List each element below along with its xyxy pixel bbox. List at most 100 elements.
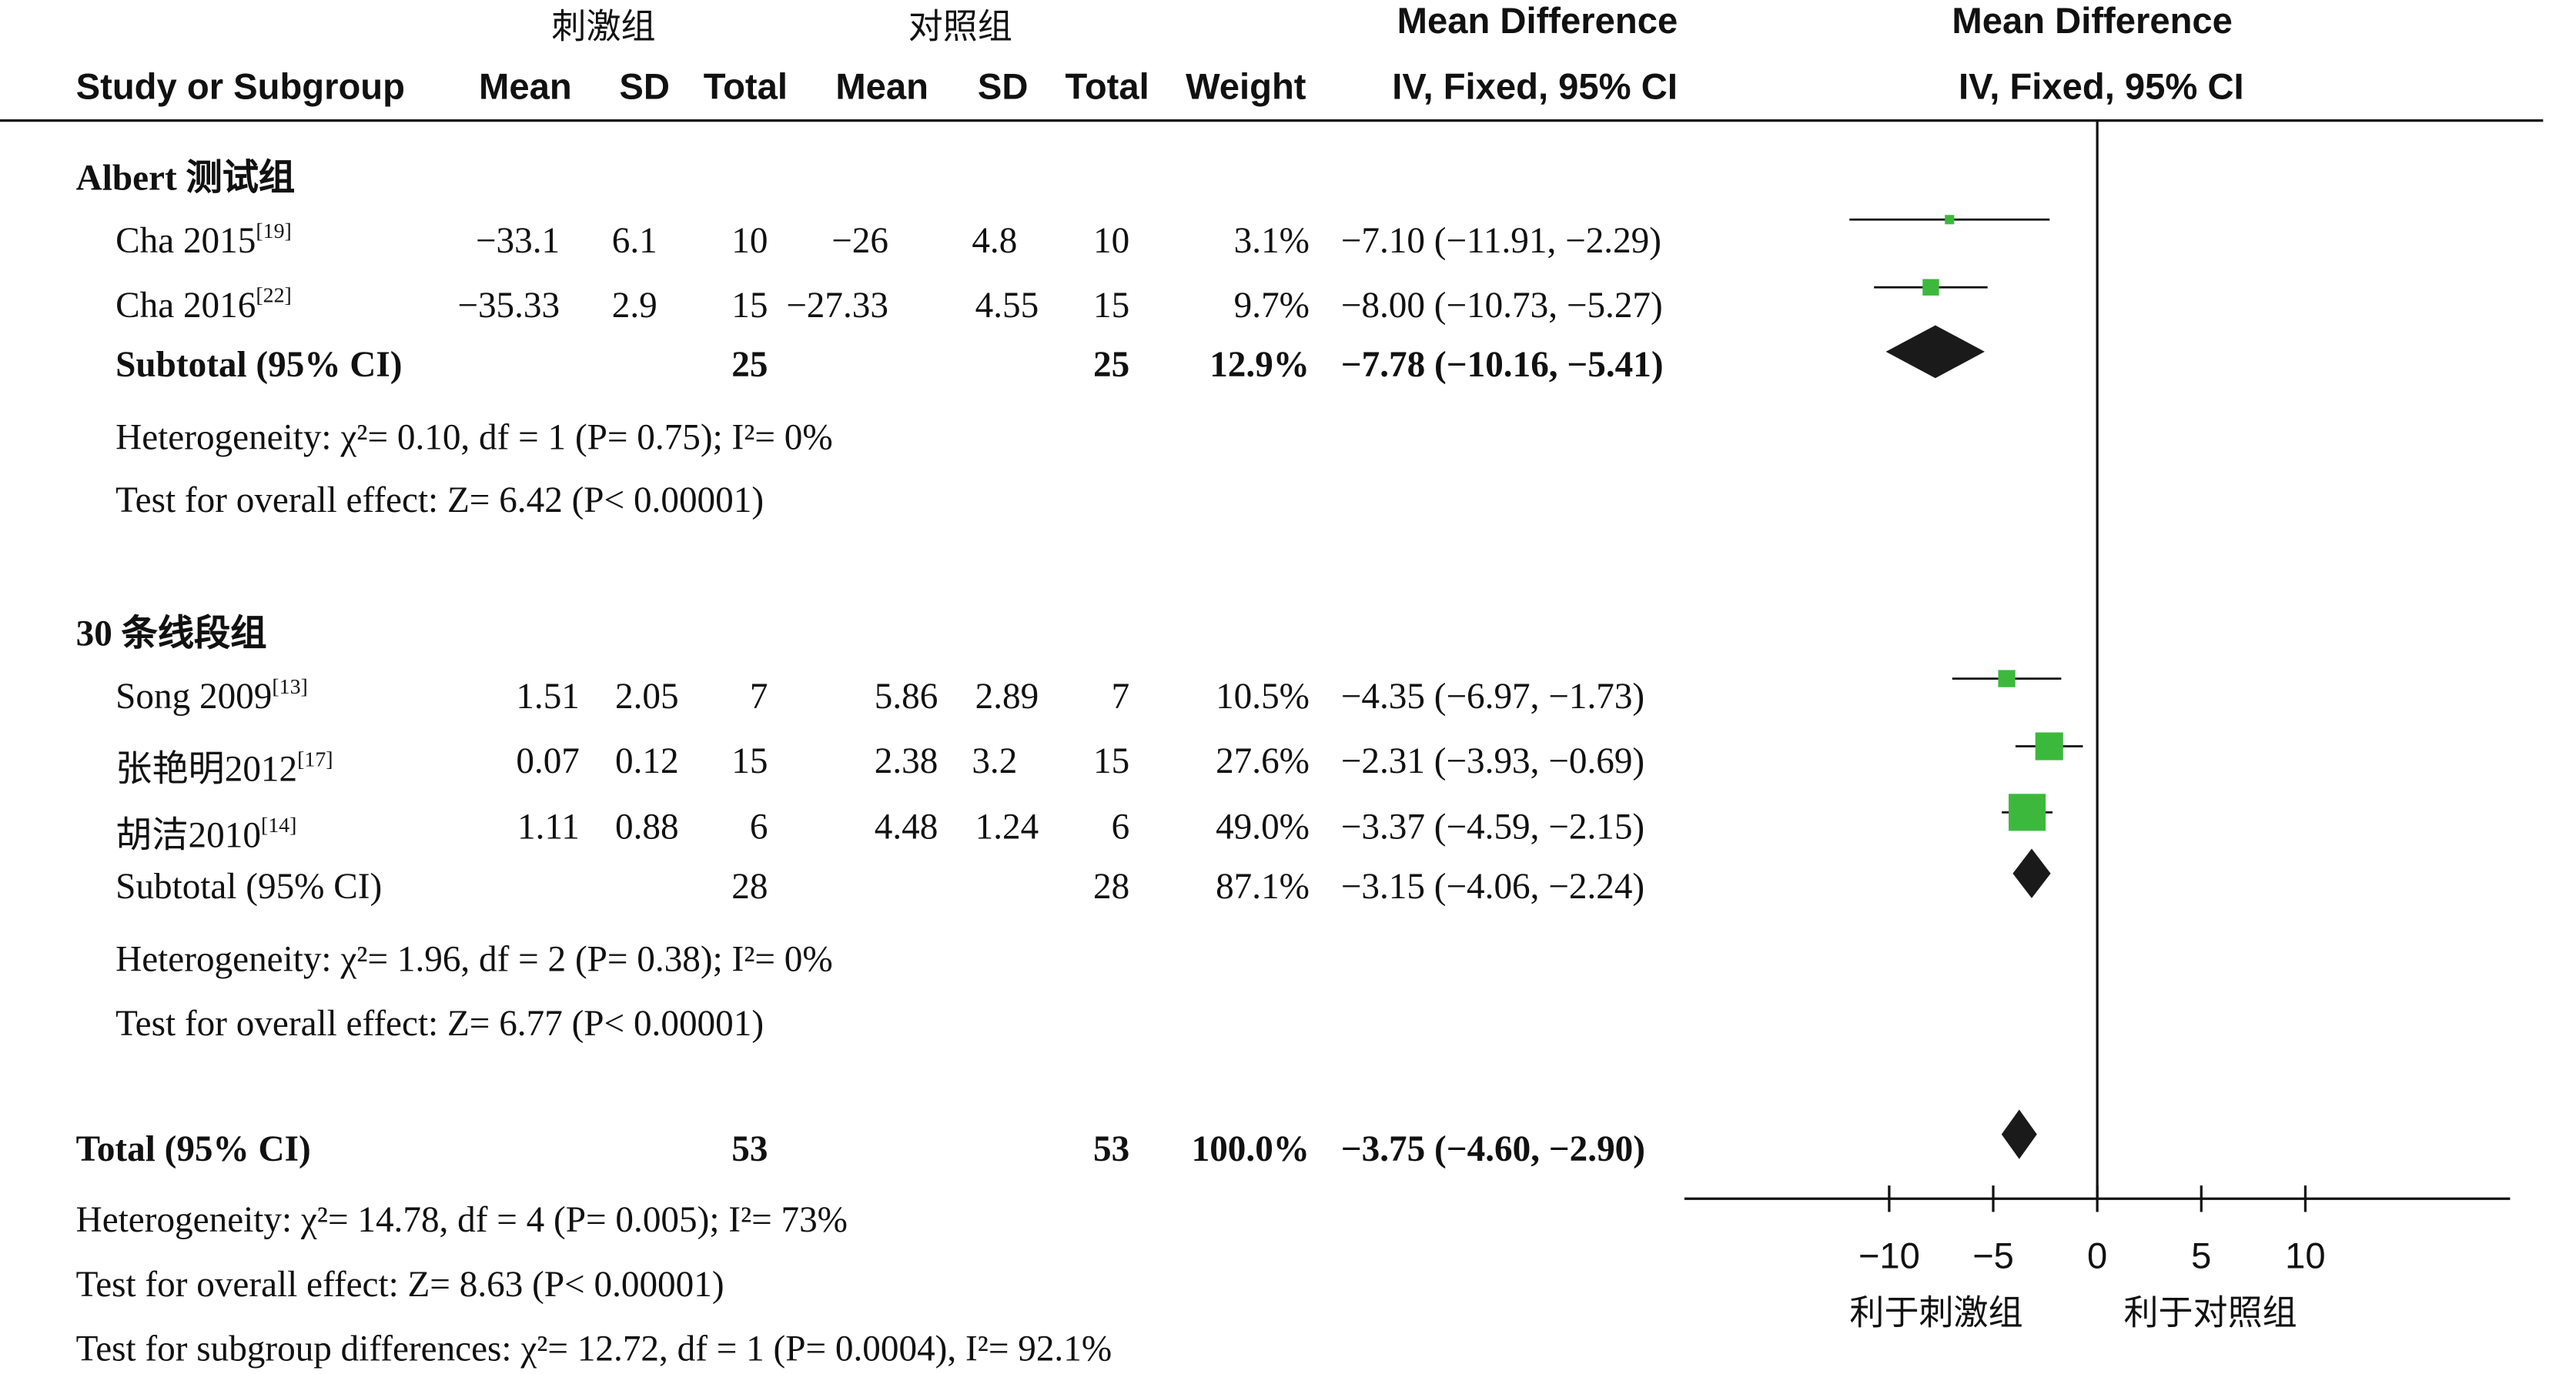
sd2-cell: 1.24 xyxy=(975,805,1039,847)
total-overall-effect-text: Test for overall effect: Z= 8.63 (P< 0.0… xyxy=(75,1262,724,1305)
study-column-header: Study or Subgroup xyxy=(75,65,405,108)
sd2-cell: 4.55 xyxy=(975,283,1039,326)
n1-cell: 7 xyxy=(749,675,768,717)
md-header-text: Mean Difference xyxy=(1397,0,1678,42)
weight-cell: 3.1% xyxy=(1233,219,1310,261)
overall-effect-text: Test for overall effect: Z= 6.42 (P< 0.0… xyxy=(115,479,764,520)
weight-cell: 9.7% xyxy=(1233,283,1310,326)
mean1-cell: 1.11 xyxy=(517,805,580,847)
n1-cell: 15 xyxy=(731,283,768,326)
x-tick-label: −5 xyxy=(1972,1235,2014,1276)
n2-cell: 15 xyxy=(1092,739,1130,781)
n2-cell: 7 xyxy=(1111,675,1130,717)
total-n1: 53 xyxy=(731,1128,768,1169)
mean2-cell: −27.33 xyxy=(786,283,889,326)
mean2-cell: −26 xyxy=(831,219,889,261)
x-tick-label: −10 xyxy=(1858,1235,1920,1276)
study-name: Song 2009[13] xyxy=(115,674,308,717)
sd2-header: SD xyxy=(977,65,1029,108)
study-name: Cha 2016[22] xyxy=(115,282,292,326)
sd1-header: SD xyxy=(619,65,670,108)
mean1-header: Mean xyxy=(479,65,572,108)
subtotal-ci: −3.15 (−4.06, −2.24) xyxy=(1340,864,1645,907)
sd2-cell: 2.89 xyxy=(975,675,1039,717)
n2-cell: 10 xyxy=(1092,219,1130,261)
total2-header: Total xyxy=(1065,65,1149,108)
ci-header-text: IV, Fixed, 95% CI xyxy=(1392,65,1678,108)
subgroup-title: 30 条线段组 xyxy=(75,612,267,654)
n1-cell: 10 xyxy=(731,219,768,261)
weight-cell: 10.5% xyxy=(1216,675,1310,717)
md-header-plot: Mean Difference xyxy=(1952,0,2233,42)
sd1-cell: 0.88 xyxy=(615,805,679,847)
n2-cell: 6 xyxy=(1111,805,1130,847)
study-name: 张艳明2012[17] xyxy=(115,746,333,790)
study-effect-marker xyxy=(2009,794,2046,831)
total-n2: 53 xyxy=(1092,1128,1130,1169)
study-name: Cha 2015[19] xyxy=(115,218,292,261)
subtotal-weight: 87.1% xyxy=(1216,864,1310,907)
heterogeneity-text: Heterogeneity: χ²= 1.96, df = 2 (P= 0.38… xyxy=(115,938,833,979)
ci-cell: −4.35 (−6.97, −1.73) xyxy=(1340,675,1645,717)
mean1-cell: 0.07 xyxy=(516,739,580,781)
subgroup-title: Albert 测试组 xyxy=(75,156,296,199)
group2-header: 对照组 xyxy=(908,6,1012,47)
mean2-header: Mean xyxy=(835,65,929,108)
sd2-cell: 3.2 xyxy=(972,739,1018,781)
subtotal-weight: 12.9% xyxy=(1209,343,1310,385)
n2-cell: 15 xyxy=(1092,283,1130,326)
weight-cell: 49.0% xyxy=(1216,805,1310,847)
study-effect-marker xyxy=(2035,732,2063,761)
subtotal-n2: 28 xyxy=(1092,864,1130,907)
subtotal-n1: 25 xyxy=(731,343,768,385)
subtotal-label: Subtotal (95% CI) xyxy=(115,343,403,385)
ci-cell: −2.31 (−3.93, −0.69) xyxy=(1340,739,1645,781)
pooled-diamond xyxy=(2012,848,2051,898)
subgroup-differences-text: Test for subgroup differences: χ²= 12.72… xyxy=(75,1327,1112,1369)
study-effect-marker xyxy=(1922,279,1939,296)
n1-cell: 6 xyxy=(749,805,768,847)
subtotal-n2: 25 xyxy=(1092,343,1130,385)
mean1-cell: −33.1 xyxy=(475,219,560,261)
mean1-cell: −35.33 xyxy=(457,283,560,326)
ci-cell: −3.37 (−4.59, −2.15) xyxy=(1340,805,1645,847)
x-tick-label: 10 xyxy=(2285,1235,2326,1276)
total-heterogeneity-text: Heterogeneity: χ²= 14.78, df = 4 (P= 0.0… xyxy=(75,1198,848,1240)
weight-cell: 27.6% xyxy=(1216,739,1310,781)
x-tick-label: 5 xyxy=(2191,1235,2211,1276)
ci-cell: −8.00 (−10.73, −5.27) xyxy=(1340,283,1663,326)
study-effect-marker xyxy=(1945,215,1955,225)
sd1-cell: 0.12 xyxy=(615,739,679,781)
heterogeneity-text: Heterogeneity: χ²= 0.10, df = 1 (P= 0.75… xyxy=(115,416,833,458)
mean2-cell: 5.86 xyxy=(874,675,938,717)
subtotal-label: Subtotal (95% CI) xyxy=(115,864,383,907)
sd1-cell: 6.1 xyxy=(611,219,657,261)
ci-cell: −7.10 (−11.91, −2.29) xyxy=(1340,219,1662,261)
weight-header: Weight xyxy=(1186,65,1306,108)
pooled-diamond xyxy=(1885,325,1985,379)
favours-right-label: 利于对照组 xyxy=(2123,1292,2297,1333)
sd1-cell: 2.05 xyxy=(615,675,679,717)
total1-header: Total xyxy=(703,65,788,108)
sd1-cell: 2.9 xyxy=(611,283,657,326)
n1-cell: 15 xyxy=(731,739,768,781)
mean1-cell: 1.51 xyxy=(516,675,580,717)
total-weight: 100.0% xyxy=(1191,1128,1310,1169)
pooled-diamond xyxy=(2001,1109,2037,1159)
subtotal-n1: 28 xyxy=(731,864,768,907)
ci-header-plot: IV, Fixed, 95% CI xyxy=(1958,65,2244,108)
total-ci: −3.75 (−4.60, −2.90) xyxy=(1340,1128,1645,1169)
study-effect-marker xyxy=(1998,670,2016,687)
x-tick-label: 0 xyxy=(2087,1235,2107,1276)
group1-header: 刺激组 xyxy=(551,6,656,47)
mean2-cell: 4.48 xyxy=(874,805,938,847)
study-name: 胡洁2010[14] xyxy=(115,812,297,856)
favours-left-label: 利于刺激组 xyxy=(1849,1292,2023,1333)
mean2-cell: 2.38 xyxy=(874,739,938,781)
subtotal-ci: −7.78 (−10.16, −5.41) xyxy=(1340,343,1664,385)
overall-effect-text: Test for overall effect: Z= 6.77 (P< 0.0… xyxy=(115,1002,764,1044)
total-label: Total (95% CI) xyxy=(75,1128,311,1169)
sd2-cell: 4.8 xyxy=(972,219,1018,261)
